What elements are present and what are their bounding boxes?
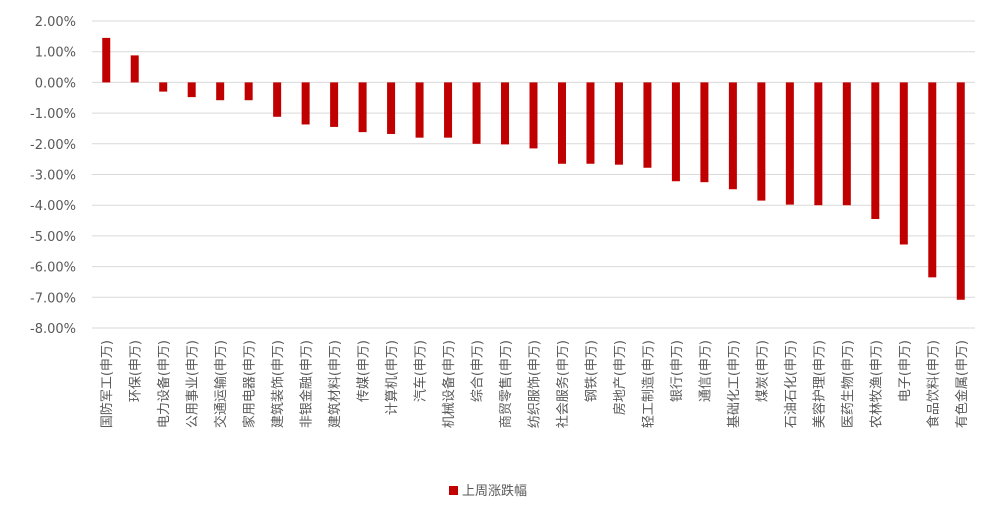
bar <box>187 82 196 98</box>
y-tick-label: -2.00% <box>30 138 76 153</box>
bar <box>501 82 510 145</box>
x-category-label: 基础化工(申万) <box>727 340 742 428</box>
x-category-label: 美容护理(申万) <box>811 340 827 428</box>
gridlines <box>92 20 975 329</box>
bar <box>643 82 652 168</box>
x-category-label: 银行(申万) <box>670 340 685 402</box>
y-tick-label: -6.00% <box>30 261 76 276</box>
y-tick-label: 1.00% <box>35 46 76 61</box>
x-category-label: 纺织服饰(申万) <box>528 340 543 428</box>
bar <box>614 82 623 165</box>
bar <box>130 55 139 83</box>
x-axis-category-labels: 国防军工(申万) 环保(申万) 电力设备(申万) 公用事业(申万) 交通运输(申万) 家用… <box>99 340 970 428</box>
bar <box>586 82 595 164</box>
bar <box>301 82 310 125</box>
x-category-label: 交通运输(申万) <box>213 340 229 428</box>
x-category-label: 农林牧渔(申万) <box>869 340 884 428</box>
legend: 上周涨跌幅 <box>449 483 527 499</box>
bar <box>956 82 965 300</box>
legend-swatch <box>449 486 458 495</box>
x-category-label: 通信(申万) <box>698 340 713 402</box>
bar <box>472 82 481 144</box>
x-category-label: 社会服务(申万) <box>555 340 571 428</box>
y-tick-label: -7.00% <box>30 291 76 306</box>
x-category-label: 家用电器(申万) <box>242 340 258 428</box>
x-category-label: 建筑材料(申万) <box>327 340 343 428</box>
x-category-label: 石油石化(申万) <box>784 340 799 428</box>
bar <box>842 82 851 206</box>
x-category-label: 汽车(申万) <box>413 340 429 402</box>
bar <box>899 82 908 245</box>
bar <box>444 82 453 138</box>
bar <box>757 82 766 201</box>
x-category-label: 机械设备(申万) <box>441 340 457 428</box>
bar <box>415 82 424 138</box>
x-category-label: 建筑装饰(申万) <box>270 340 286 428</box>
y-tick-label: -5.00% <box>30 230 76 245</box>
bar <box>244 82 253 101</box>
bar <box>728 82 737 190</box>
y-tick-label: 0.00% <box>35 76 76 91</box>
x-category-label: 钢铁(申万) <box>584 340 599 402</box>
x-category-label: 国防军工(申万) <box>99 340 115 428</box>
y-tick-label: -4.00% <box>30 199 76 214</box>
y-axis-tick-labels: 2.00% 1.00% 0.00% -1.00% -2.00% -3.00% -4.00% -… <box>30 15 76 337</box>
x-category-label: 房地产(申万) <box>612 340 628 415</box>
bar <box>358 82 367 133</box>
bar <box>102 37 111 83</box>
bar <box>814 82 823 206</box>
y-tick-label: -8.00% <box>30 322 76 337</box>
y-tick-label: -3.00% <box>30 169 76 184</box>
legend-label: 上周涨跌幅 <box>462 483 527 499</box>
x-category-label: 商贸零售(申万) <box>498 340 514 428</box>
x-category-label: 公用事业(申万) <box>186 340 201 428</box>
x-category-label: 电力设备(申万) <box>156 340 172 428</box>
x-category-label: 有色金属(申万) <box>954 340 970 428</box>
bar <box>387 82 396 134</box>
bar <box>330 82 339 127</box>
bar <box>557 82 566 164</box>
x-category-label: 环保(申万) <box>129 340 144 402</box>
x-category-label: 轻工制造(申万) <box>641 340 656 428</box>
y-tick-label: 2.00% <box>35 15 76 30</box>
bar <box>273 82 282 117</box>
bar <box>529 82 538 149</box>
x-category-label: 食品饮料(申万) <box>925 340 941 428</box>
x-category-label: 非银金融(申万) <box>299 340 315 428</box>
x-category-label: 电子(申万) <box>898 340 913 402</box>
bar <box>871 82 880 220</box>
bar <box>671 82 680 182</box>
y-tick-label: -1.00% <box>30 107 76 122</box>
x-category-label: 煤炭(申万) <box>755 340 770 402</box>
x-category-label: 传媒(申万) <box>357 340 372 402</box>
bar <box>216 82 225 101</box>
bar <box>700 82 709 183</box>
x-category-label: 综合(申万) <box>471 340 486 402</box>
bars <box>102 37 965 300</box>
x-category-label: 计算机(申万) <box>385 340 400 415</box>
bar <box>785 82 794 205</box>
bar <box>159 82 168 92</box>
bar <box>928 82 937 278</box>
x-category-label: 医药生物(申万) <box>841 340 856 428</box>
